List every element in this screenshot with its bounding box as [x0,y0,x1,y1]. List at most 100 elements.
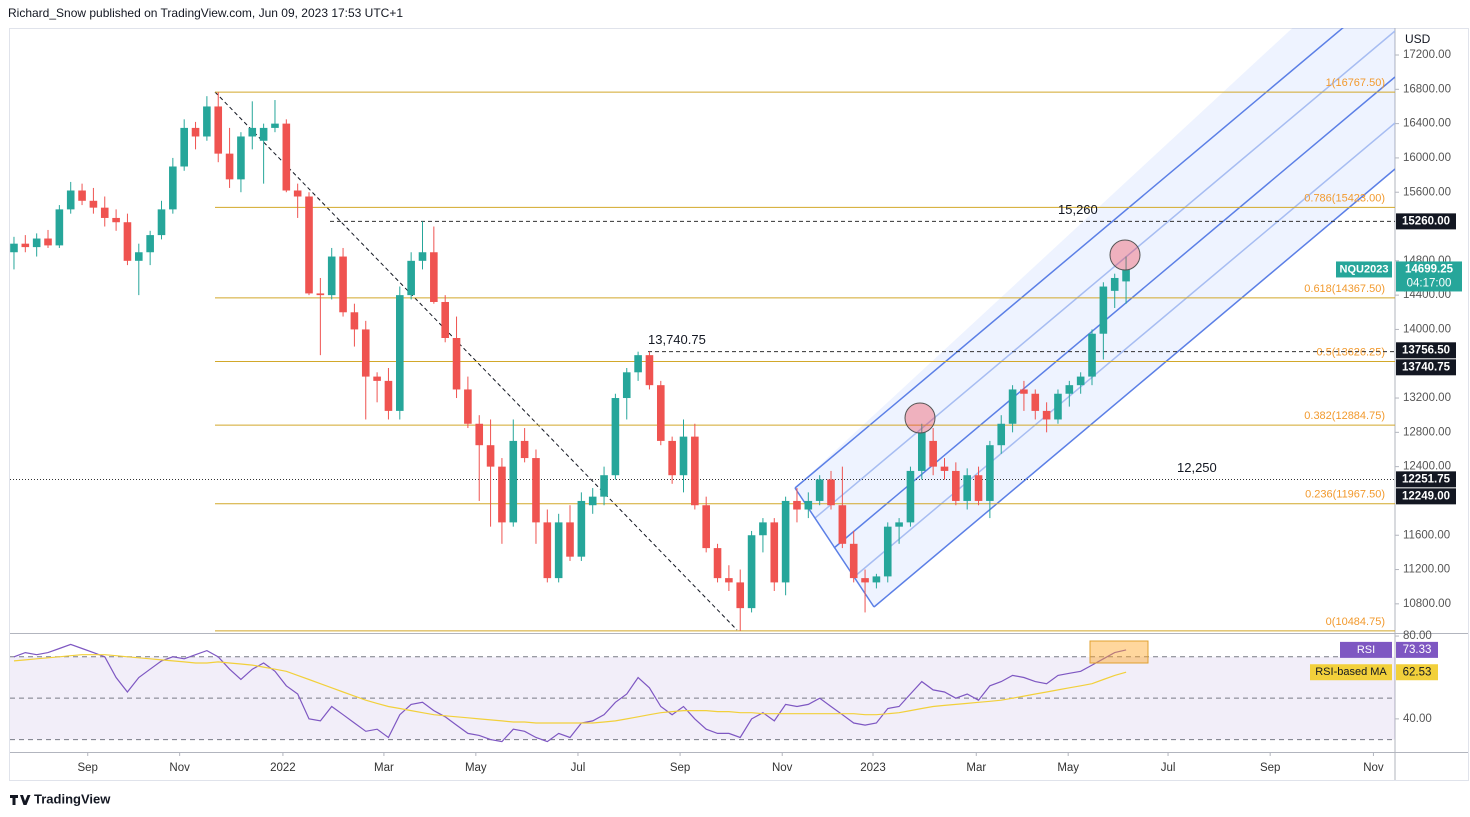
candle-body [929,440,937,467]
candle-body [895,522,903,527]
candle-body [32,238,41,248]
x-tick-label: Mar [374,762,394,774]
price-tag-label: 13740.75 [1402,361,1451,373]
rsi-highlight-box [1089,640,1149,664]
series-value-label: 62.53 [1403,666,1432,678]
pitchfork [214,28,1395,631]
y-tick-label: 16800.00 [1403,83,1451,95]
x-tick-label: Nov [772,762,793,774]
candle-body [191,127,200,137]
x-tick-label: Jul [571,762,586,774]
x-tick-label: May [1057,762,1079,774]
candle-body [282,123,291,191]
candle-body [350,312,359,330]
y-tick-label: 17200.00 [1403,49,1451,61]
candle-body [974,475,983,501]
level-label: 13,740.75 [648,332,706,347]
fib-label: 0.786(15423.00) [1304,192,1385,204]
candle-body [55,209,64,246]
y-tick-label: 11600.00 [1403,529,1450,541]
price-tag [1396,213,1456,230]
candle-body [804,500,813,510]
candle-body [327,256,336,296]
highlight-circle [904,402,936,434]
candle-body [1008,389,1017,424]
y-tick-label: 15600.00 [1403,186,1451,198]
chart-frame [9,28,1469,781]
candle-body [248,127,257,137]
x-tick-label: May [465,762,487,774]
legend-label: RSI [1357,644,1375,656]
countdown-label: 04:17:00 [1407,277,1452,289]
candle-body [418,252,427,261]
candle-body [702,505,710,549]
candle-body [441,301,449,339]
candle-body [532,458,540,523]
currency-label: USD [1405,32,1431,46]
candle-body [645,355,654,386]
candle-body [1110,277,1119,291]
candle-body [10,243,18,253]
level-label: 15,260 [1058,202,1098,217]
candle-body [622,372,631,399]
candle-body [373,376,381,381]
candle-body [316,293,325,296]
candle-body [838,505,847,544]
candle-body [815,479,824,501]
candle-body [1054,393,1062,420]
y-tick-label: 12800.00 [1403,426,1451,438]
footer-logo: TradingView [10,791,111,806]
candle-body [1020,389,1028,394]
candle-body [123,222,132,261]
candle-body [305,196,313,294]
candle-body [237,136,245,180]
y-tick-label: 10800.00 [1403,598,1451,610]
fib-label: 0.382(12884.75) [1304,410,1385,422]
last-price-label: 14699.25 [1405,263,1454,275]
pitchfork-inner-lower [853,122,1395,578]
candle-body [180,127,188,167]
candle-body [464,389,472,424]
series-name-tag [1310,664,1392,681]
candle-body [656,385,665,441]
y-tick-label: 16400.00 [1403,118,1451,130]
candle-body [475,423,484,446]
x-tick-label: 2022 [270,762,296,774]
x-tick-label: Nov [169,762,190,774]
candle-body [157,209,166,236]
candle-body [952,470,960,501]
candle-body [430,252,438,302]
candle-body [634,355,642,373]
x-tick-label: Mar [966,762,986,774]
candle-body [259,127,268,141]
candle-body [725,578,733,583]
candle-body [849,543,858,579]
price-tag [1396,488,1456,505]
y-tick-label: 13200.00 [1403,392,1451,404]
candle-body [214,106,223,154]
candle-body [509,440,518,523]
x-tick-label: Sep [1260,762,1280,774]
series-value-label: 73.33 [1403,644,1432,656]
y-tick-label: 14000.00 [1403,323,1451,335]
candle-body [963,475,971,501]
annotations [904,239,1149,664]
fib-label: 0.618(14367.50) [1304,283,1385,295]
candle-body [986,445,994,501]
price-tag-label: 13756.50 [1402,344,1450,356]
pitchfork-inner-upper [814,30,1395,519]
candle-body [1099,286,1108,334]
series-name-tag [1340,641,1392,658]
candle-body [827,479,835,506]
price-tag [1396,359,1456,376]
candle-body [736,582,745,609]
candle-body [940,466,949,471]
candle-body [66,190,75,210]
price-tag [1396,342,1456,359]
legend-label: RSI-based MA [1315,666,1387,678]
y-tick-label: 80.00 [1403,630,1432,642]
candle-body [611,398,620,476]
candle-body [793,500,801,510]
candle-body [361,329,370,377]
